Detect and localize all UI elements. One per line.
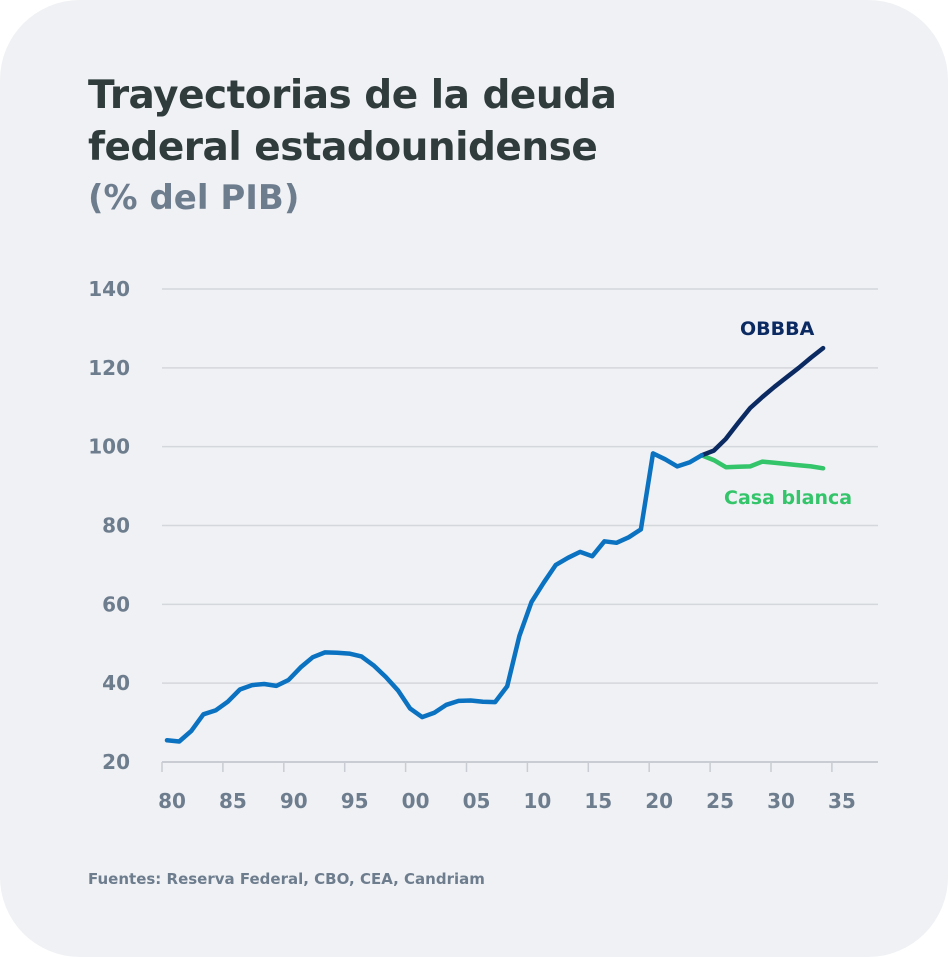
x-tick-label: 80	[158, 789, 186, 813]
chart-title: Trayectorias de la deuda federal estadou…	[88, 70, 617, 174]
x-tick-label: 05	[463, 789, 491, 813]
x-tick-label: 15	[584, 789, 612, 813]
title-line-2: federal estadounidense	[88, 125, 598, 170]
chart-subtitle: (% del PIB)	[88, 178, 300, 218]
y-tick-label: 20	[102, 750, 130, 774]
y-tick-label: 100	[88, 435, 130, 459]
title-line-1: Trayectorias de la deuda	[88, 73, 617, 118]
series-line-hist-rico	[164, 451, 704, 744]
y-tick-label: 40	[102, 671, 130, 695]
series-line-casa-blanca	[699, 453, 826, 471]
x-tick-label: 85	[219, 789, 247, 813]
x-tick-label: 20	[645, 789, 673, 813]
y-tick-label: 60	[102, 592, 130, 616]
x-tick-label: 35	[828, 789, 856, 813]
x-tick-label: 10	[523, 789, 551, 813]
series-line-obbba	[699, 345, 826, 458]
y-tick-label: 120	[88, 356, 130, 380]
x-tick-label: 25	[706, 789, 734, 813]
y-tick-label: 80	[102, 514, 130, 538]
source-note: Fuentes: Reserva Federal, CBO, CEA, Cand…	[88, 870, 485, 888]
x-tick-label: 00	[402, 789, 430, 813]
series-label-casa-blanca: Casa blanca	[724, 487, 852, 509]
y-tick-label: 140	[88, 277, 130, 301]
series-label-obbba: OBBBA	[740, 318, 815, 340]
x-tick-label: 95	[341, 789, 369, 813]
x-tick-label: 30	[767, 789, 795, 813]
x-tick-label: 90	[280, 789, 308, 813]
